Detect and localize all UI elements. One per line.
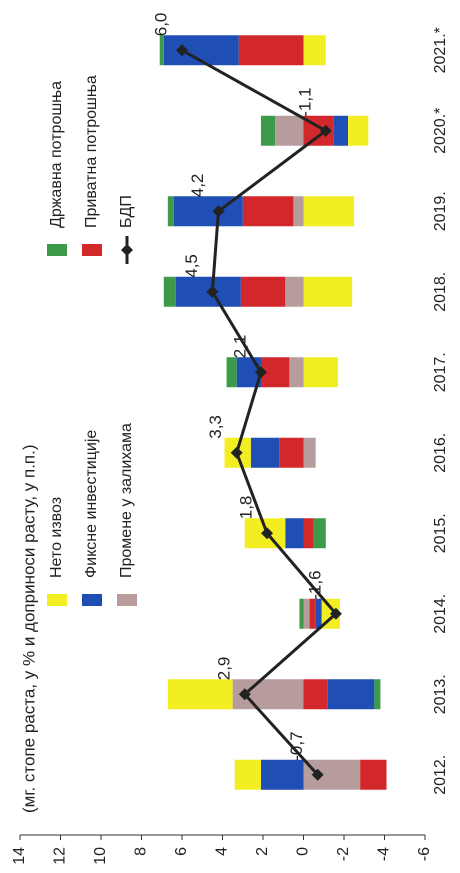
bar-segment (315, 598, 322, 629)
line-marker (176, 44, 188, 57)
bar-segment (279, 437, 304, 468)
line-marker (254, 366, 267, 379)
line-marker (238, 688, 251, 701)
y-tick-label: 6 (173, 847, 190, 856)
x-tick-label: 2018. (432, 272, 449, 312)
x-tick-label: 2019. (432, 191, 449, 231)
legend-label: БДП (118, 195, 135, 228)
line-marker (261, 527, 274, 540)
bar-segment (163, 276, 176, 307)
x-tick-label: 2021.* (432, 27, 449, 73)
bar-segment (303, 679, 328, 710)
legend-label: Промене у залихама (118, 423, 135, 578)
y-tick-label: 8 (133, 847, 150, 856)
legend-label: Приватна потрошња (83, 75, 100, 228)
x-tick-label: 2014. (432, 594, 449, 634)
y-tick-label: 2 (254, 847, 271, 856)
bar-segment (250, 437, 280, 468)
bar-segment (303, 518, 314, 549)
bar-segment (242, 196, 294, 227)
y-tick-label: 4 (214, 847, 231, 856)
bar-segment (260, 115, 276, 146)
line-series (181, 48, 338, 776)
data-label: -0,7 (287, 731, 306, 760)
line-marker (329, 607, 342, 620)
bar-segment (333, 115, 349, 146)
data-label: 2,1 (230, 335, 249, 359)
x-tick-label: 2016. (432, 433, 449, 473)
bar-segment (240, 276, 286, 307)
legend-swatch (47, 594, 67, 606)
bar-segment (303, 276, 353, 307)
bar-segment (374, 679, 381, 710)
bar-segment (327, 679, 375, 710)
y-tick-label: 10 (92, 847, 109, 865)
legend-label: Државна потрошња (48, 81, 65, 228)
bar-segment (303, 437, 316, 468)
bar-segment (303, 357, 338, 388)
bar-segment (313, 518, 326, 549)
bar-segment (289, 357, 304, 388)
bar-segment (238, 35, 304, 66)
bar-segment (303, 35, 326, 66)
chart-title: (мг. стопе раста, у % и доприноси расту,… (19, 444, 38, 813)
y-tick-label: -4 (376, 847, 393, 861)
legend-label: Нето извоз (48, 497, 65, 578)
bar-segment (309, 598, 316, 629)
x-tick-label: 2017. (432, 352, 449, 392)
bar-segment (173, 196, 243, 227)
x-tick-label: 2015. (432, 513, 449, 553)
data-label: -1,1 (295, 87, 314, 116)
legend-marker (121, 244, 133, 256)
bar-segment (285, 518, 304, 549)
bar-segment (260, 759, 304, 790)
bar-segment (260, 357, 290, 388)
bar-segment (348, 115, 369, 146)
bar-segment (234, 759, 261, 790)
y-tick-label: 12 (52, 847, 69, 865)
bar-segment (159, 35, 164, 66)
data-label: 6,0 (151, 13, 170, 37)
bar-segment (303, 759, 361, 790)
x-tick-label: 2013. (432, 674, 449, 714)
x-tick-label: 2012. (432, 755, 449, 795)
data-label: 4,2 (188, 174, 207, 198)
legend-swatch (82, 244, 102, 256)
bar-segment (163, 35, 239, 66)
data-label: 2,9 (214, 657, 233, 681)
bar-segment (275, 115, 304, 146)
bar-segment (303, 598, 310, 629)
legend-swatch (82, 594, 102, 606)
line-marker (319, 124, 332, 137)
x-tick-label: 2020.* (432, 108, 449, 154)
y-tick-label: -2 (335, 847, 352, 861)
bar-segment (299, 598, 304, 629)
data-label: 3,3 (206, 415, 225, 439)
line-marker (311, 768, 324, 781)
bar-segment (360, 759, 387, 790)
data-label: 4,5 (182, 254, 201, 278)
bar-segment (226, 357, 237, 388)
y-tick-label: 14 (11, 847, 28, 865)
y-tick-label: -6 (416, 847, 433, 861)
legend-swatch (117, 594, 137, 606)
bar-segment (293, 196, 304, 227)
legend-label: Фиксне инвестиције (83, 430, 100, 578)
data-label: -1,6 (305, 570, 324, 599)
rotated-chart: (мг. стопе раста, у % и доприноси расту,… (11, 13, 449, 865)
line-marker (230, 446, 243, 459)
bar-segment (167, 196, 174, 227)
line-marker (206, 285, 219, 298)
y-tick-label: 0 (295, 847, 312, 856)
data-label: 1,8 (237, 496, 256, 520)
bar-segment (285, 276, 304, 307)
bar-segment (303, 196, 355, 227)
legend-swatch (47, 244, 67, 256)
bar-segment (167, 679, 233, 710)
line-marker (212, 205, 225, 218)
